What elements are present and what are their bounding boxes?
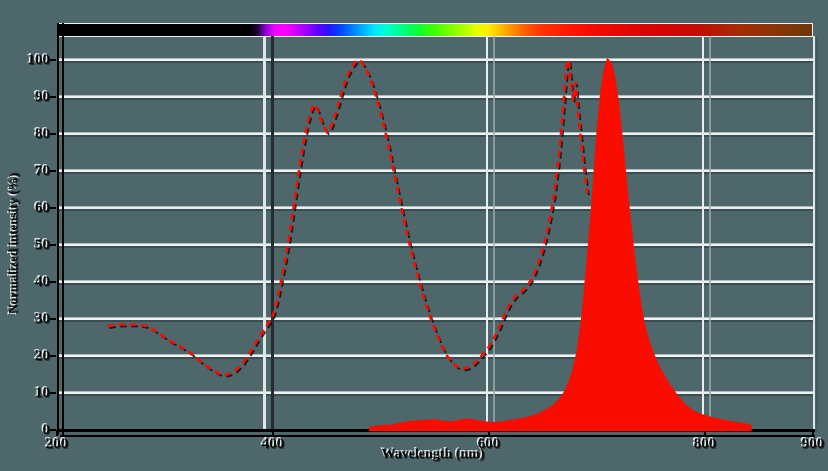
h-gridline	[57, 96, 813, 98]
y-tick-mark	[50, 429, 56, 431]
y-tick-label: 50	[35, 237, 50, 253]
y-tick-label: 90	[35, 89, 50, 105]
y-tick-mark	[50, 133, 56, 135]
v-gridline	[702, 36, 704, 431]
uv-boundary-line	[271, 36, 274, 431]
h-gridline	[57, 59, 813, 61]
absorption-spectrum-shadow	[109, 58, 590, 378]
spectrum-color-bar	[57, 23, 813, 37]
x-axis-title: Wavelength (nm)	[381, 447, 485, 462]
y-tick-mark	[50, 170, 56, 172]
y-tick-mark	[50, 281, 56, 283]
y-tick-label: 40	[35, 274, 50, 290]
y-tick-label: 20	[35, 348, 50, 364]
y-axis-title: Normalized intensity (%)	[5, 173, 21, 314]
y-tick-mark	[50, 318, 56, 320]
h-gridline	[57, 133, 813, 135]
h-gridline	[57, 207, 813, 209]
h-gridline	[57, 355, 813, 357]
y-axis-spine-shadow	[62, 23, 64, 435]
x-tick-mark	[812, 430, 814, 436]
h-gridline	[57, 244, 813, 246]
x-tick-label: 400	[261, 436, 285, 452]
y-tick-mark	[50, 244, 56, 246]
y-tick-label: 60	[35, 200, 50, 216]
y-tick-label: 30	[35, 311, 50, 327]
emission-spectrum-area	[368, 57, 752, 432]
x-tick-label: 200	[45, 436, 69, 452]
x-tick-mark	[272, 430, 274, 436]
y-tick-mark	[50, 96, 56, 98]
y-tick-mark	[50, 59, 56, 61]
y-tick-mark	[50, 392, 56, 394]
h-gridline	[57, 170, 813, 172]
y-tick-label: 10	[35, 385, 50, 401]
y-tick-label: 70	[35, 163, 50, 179]
y-tick-mark	[50, 207, 56, 209]
h-gridline	[57, 318, 813, 320]
x-tick-label: 900	[801, 436, 825, 452]
x-tick-mark	[488, 430, 490, 436]
x-tick-label: 600	[477, 436, 501, 452]
x-axis-spine-shadow	[60, 435, 815, 437]
curves-plot	[107, 55, 752, 432]
y-tick-label: 0	[42, 422, 51, 438]
right-spine	[813, 36, 815, 431]
h-gridline	[57, 392, 813, 394]
x-tick-label: 800	[693, 436, 717, 452]
y-axis-spine	[57, 23, 59, 435]
y-tick-label: 80	[35, 126, 50, 142]
v-gridline	[486, 36, 488, 431]
h-gridline	[57, 281, 813, 283]
y-tick-label: 100	[27, 52, 51, 68]
x-tick-mark	[704, 430, 706, 436]
y-tick-mark	[50, 355, 56, 357]
absorption-spectrum-line	[107, 55, 589, 376]
